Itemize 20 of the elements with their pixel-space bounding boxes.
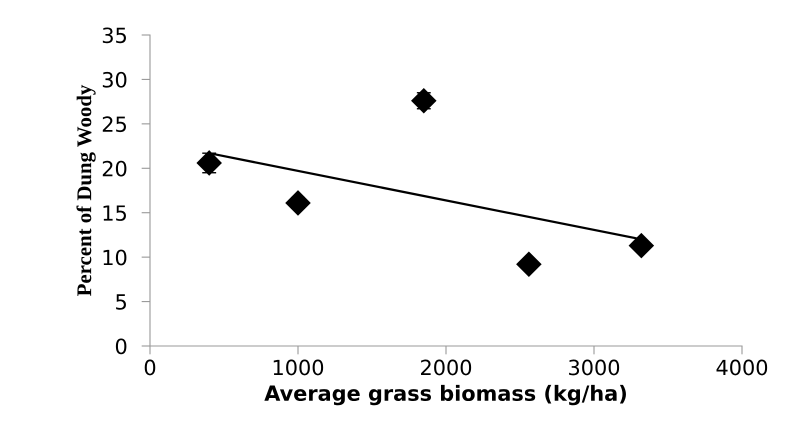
y-tick-label: 10 [104, 250, 126, 266]
point [628, 233, 654, 258]
x-axis-title: Average grass biomass (kg/ha) [264, 384, 626, 406]
x-tick-label: 3000 [569, 360, 620, 376]
point [196, 150, 222, 176]
x-tick-label: 1000 [274, 360, 324, 376]
y-tick-label: 15 [104, 205, 126, 221]
y-tick-label: 35 [102, 27, 126, 44]
x-tick-label: 4000 [716, 360, 768, 376]
y-tick-label: 5 [116, 294, 126, 310]
point [411, 88, 436, 114]
x-tick-label: 0 [144, 360, 156, 376]
y-tick-label: 25 [102, 116, 126, 132]
x-tick-label: 2000 [421, 360, 472, 376]
y-axis-title: Percent of Dung Woody [76, 84, 96, 296]
y-tick-label: 0 [116, 338, 126, 354]
y-tick-label: 20 [102, 160, 126, 176]
point [286, 190, 310, 216]
point [516, 252, 542, 277]
y-tick-label: 30 [102, 72, 126, 88]
